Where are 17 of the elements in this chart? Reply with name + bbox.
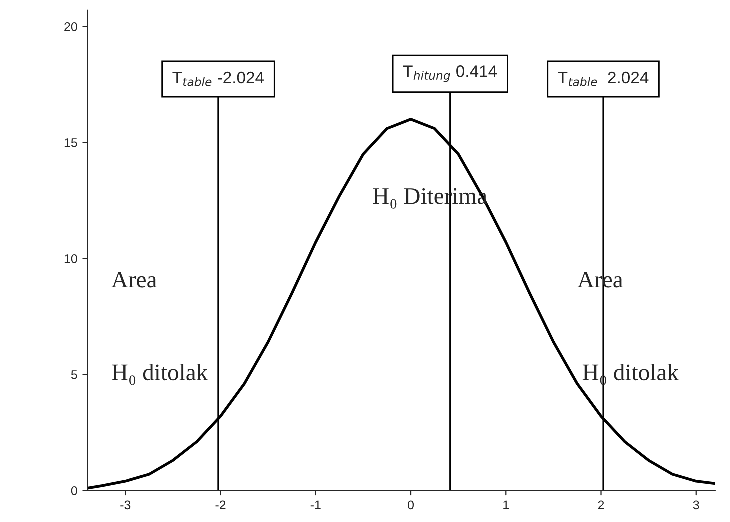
y-tick-label: 0 bbox=[71, 486, 78, 496]
x-tick-label: 1 bbox=[504, 500, 509, 510]
annotation: Area bbox=[112, 272, 157, 288]
y-tick-label: 10 bbox=[64, 254, 78, 264]
y-tick-label: 20 bbox=[64, 22, 78, 32]
x-tick-label: -1 bbox=[310, 500, 321, 510]
x-tick-label: 3 bbox=[693, 500, 700, 510]
x-tick-label: 2 bbox=[598, 500, 604, 510]
annotation: H₀ ditolak bbox=[112, 364, 208, 386]
y-tick-label: 5 bbox=[71, 370, 78, 380]
x-tick-label: -2 bbox=[216, 500, 226, 510]
y-tick-label: 15 bbox=[64, 138, 78, 148]
ref-line-label: T$_{table}$ 2.024 bbox=[558, 72, 649, 86]
ref-line-label: T$_{table}$ -2.024 bbox=[172, 72, 264, 86]
x-tick-label: -3 bbox=[120, 500, 131, 510]
x-tick-label: 0 bbox=[408, 500, 414, 510]
ref-line-label: T$_{hitung}$ 0.414 bbox=[403, 66, 498, 82]
